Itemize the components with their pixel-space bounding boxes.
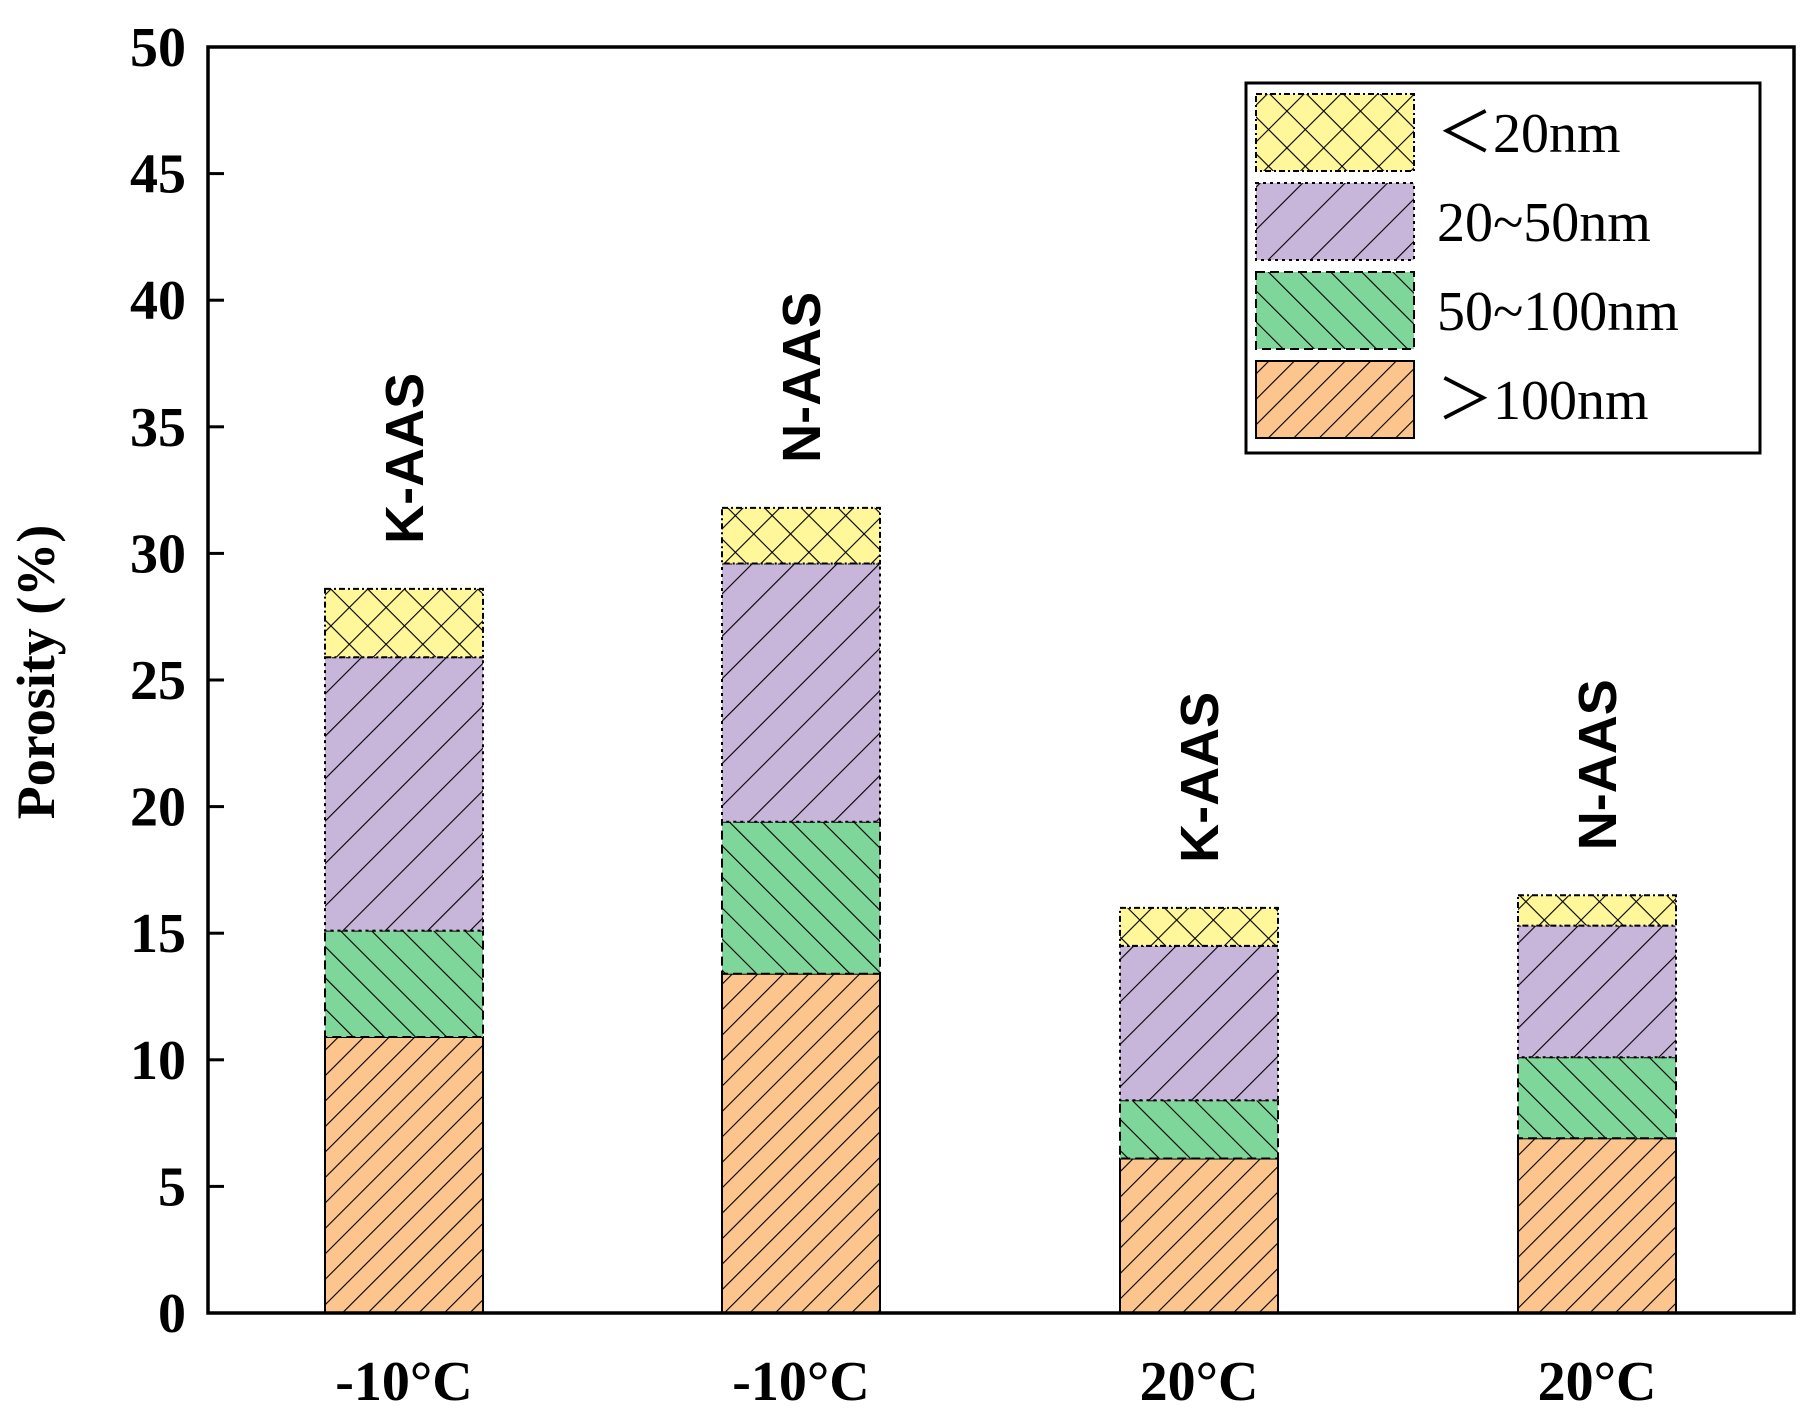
y-tick-label: 25 xyxy=(130,650,186,712)
bar-4-50100nm xyxy=(1517,1056,1677,1140)
y-tick-label: 15 xyxy=(130,903,186,965)
legend-2050nm-label: 20~50nm xyxy=(1437,192,1651,254)
bar-2-50100nm xyxy=(721,820,881,975)
y-tick-label: 50 xyxy=(130,17,186,79)
legend: ＜20nm 20~50nm 50~100nm ＞100nm xyxy=(1244,81,1762,455)
axes: 0 5 10 15 20 25 30 35 40 45 50 -10°C -10°C 20°C 20°C xyxy=(130,17,1796,1413)
bar-labels: K-AAS N-AAS K-AAS N-AAS xyxy=(375,292,1628,863)
bar-2-2050nm xyxy=(721,562,881,823)
y-tick-label: 35 xyxy=(130,397,186,459)
bar-label-2: N-AAS xyxy=(772,292,832,463)
bar-2-100nm xyxy=(721,972,881,1314)
x-tick-label-1: -10°C xyxy=(335,1351,472,1413)
bar-1-20nm xyxy=(324,587,484,659)
legend-20nm-swatch xyxy=(1255,93,1415,172)
legend-100nm-label: ＞100nm xyxy=(1437,370,1649,432)
legend-100nm-swatch xyxy=(1255,360,1415,439)
bar-1-2050nm xyxy=(324,656,484,932)
bar-label-3: K-AAS xyxy=(1170,692,1230,863)
bar-label-1: K-AAS xyxy=(375,373,435,544)
legend-50100nm-label: 50~100nm xyxy=(1437,281,1679,343)
y-tick-label: 20 xyxy=(130,777,186,839)
bar-4-100nm xyxy=(1517,1137,1677,1314)
bar-label-4: N-AAS xyxy=(1568,679,1628,850)
legend-50100nm-swatch xyxy=(1255,271,1415,350)
legend-20nm-label: ＜20nm xyxy=(1437,103,1621,165)
y-tick-label: 0 xyxy=(158,1283,186,1345)
bar-1-50100nm xyxy=(324,929,484,1039)
bar-3-2050nm xyxy=(1119,944,1279,1102)
x-tick-label-4: 20°C xyxy=(1538,1351,1657,1413)
y-tick-label: 10 xyxy=(130,1030,186,1092)
bar-4-2050nm xyxy=(1517,924,1677,1059)
bars xyxy=(324,506,1677,1314)
legend-2050nm-swatch xyxy=(1255,182,1415,261)
y-tick-label: 45 xyxy=(130,144,186,206)
y-tick-label: 40 xyxy=(130,270,186,332)
bar-1-100nm xyxy=(324,1036,484,1314)
bar-3-50100nm xyxy=(1119,1099,1279,1160)
x-tick-label-3: 20°C xyxy=(1140,1351,1259,1413)
y-tick-label: 5 xyxy=(158,1156,186,1218)
bar-4-20nm xyxy=(1517,894,1677,927)
bar-3-20nm xyxy=(1119,906,1279,947)
x-tick-label-2: -10°C xyxy=(732,1351,869,1413)
bar-3-100nm xyxy=(1119,1157,1279,1314)
y-tick-label: 30 xyxy=(130,523,186,585)
y-axis-title: Porosity (%) xyxy=(6,525,66,819)
bar-2-20nm xyxy=(721,506,881,565)
